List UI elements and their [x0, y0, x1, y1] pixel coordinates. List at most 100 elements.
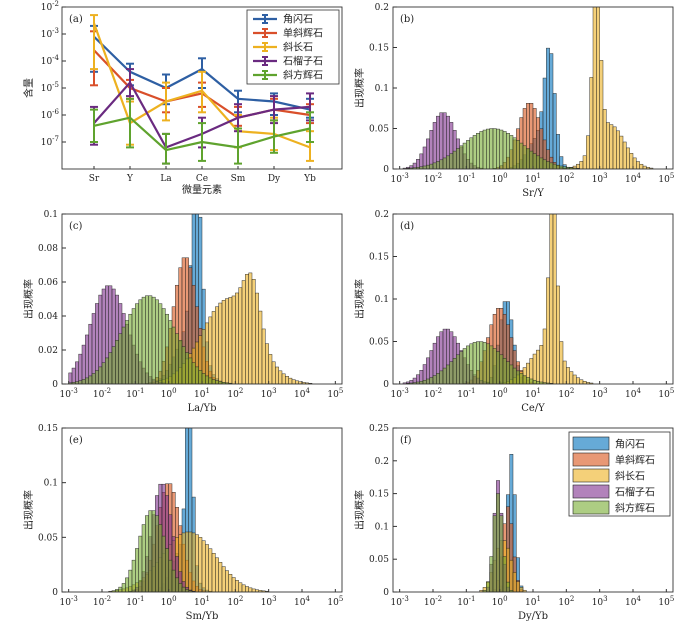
histogram-bar [516, 370, 520, 384]
histogram-bar [175, 333, 179, 384]
x-tick-label: 103 [592, 387, 608, 400]
y-axis-label: 出现概率 [353, 68, 366, 108]
histogram-bar [225, 570, 229, 592]
histogram-bar [288, 377, 293, 384]
histogram-bar [151, 510, 156, 592]
histogram-bar [556, 134, 560, 169]
y-tick-label: 10-3 [41, 27, 59, 40]
x-tick-label: 103 [261, 387, 277, 400]
y-tick-label: 10-5 [41, 81, 59, 94]
histogram-bar [446, 155, 450, 169]
histogram-bar [572, 374, 577, 384]
y-tick-label: 0 [52, 380, 58, 390]
legend-swatch [572, 436, 610, 451]
histogram-bar [432, 122, 437, 169]
histogram-bar [161, 308, 166, 384]
histogram-bar [201, 540, 206, 592]
histogram-bar [506, 133, 510, 169]
x-tick-label: 102 [558, 595, 574, 608]
x-tick-label: 102 [227, 387, 243, 400]
histogram-bar [619, 135, 624, 169]
histogram-bar [579, 379, 584, 384]
histogram-bar [188, 357, 193, 384]
histogram-bar [251, 279, 256, 384]
histogram-bar [569, 371, 574, 384]
histogram-bar [265, 343, 269, 384]
histogram-bar [489, 128, 494, 169]
histogram-bar [499, 354, 504, 384]
histogram-bar [552, 93, 557, 169]
histogram-bar [626, 147, 630, 169]
x-tick-label: La [160, 174, 172, 184]
histogram-bar [556, 164, 560, 169]
histogram-bar [211, 379, 216, 384]
y-axis-label: 出现概率 [22, 279, 35, 319]
histogram-bar [188, 531, 193, 592]
panel-label: (b) [400, 14, 414, 25]
x-axis-label: Sr/Y [522, 188, 544, 199]
histogram-bar [85, 334, 89, 384]
histogram-bar [542, 328, 547, 384]
histogram-bar [205, 544, 209, 592]
x-tick-label: 100 [492, 595, 508, 608]
histogram-bar [178, 340, 183, 384]
legend-label: 角闪石 [615, 438, 645, 451]
histogram-bar [75, 361, 79, 384]
histogram-bar [492, 515, 497, 592]
histogram-bar [128, 569, 133, 592]
y-tick-label: 0.2 [375, 3, 389, 13]
histogram-bar [649, 167, 654, 169]
histogram-bar [131, 308, 136, 384]
y-axis-label: 出现概率 [353, 490, 366, 530]
histogram-bar [155, 515, 159, 592]
histogram-bar [205, 322, 209, 384]
histogram-bar [145, 515, 149, 592]
histogram-bar [121, 583, 126, 592]
histogram-bar [462, 348, 467, 384]
histogram-bar [552, 214, 557, 384]
series-4 [406, 341, 554, 384]
histogram-bar [436, 161, 440, 169]
legend-label: 石榴子石 [615, 486, 655, 499]
series-4 [90, 97, 314, 165]
histogram-bar [589, 77, 594, 169]
histogram-bar [509, 135, 514, 169]
x-tick-label: 10-2 [93, 595, 111, 608]
histogram-bar [449, 153, 454, 169]
histogram-bar [188, 590, 193, 592]
histogram-bar [526, 377, 530, 384]
legend-swatch [572, 452, 610, 467]
histogram-bar [496, 493, 500, 592]
y-tick-label: 0.2 [375, 457, 389, 467]
histogram-bar [596, 7, 600, 169]
histogram-bar [191, 532, 196, 592]
histogram-bar [509, 559, 514, 592]
x-tick-label: 105 [327, 595, 343, 608]
histogram-bar [101, 362, 106, 384]
histogram-bar [91, 373, 96, 384]
x-tick-label: Dy [268, 174, 281, 184]
histogram-bar [536, 349, 540, 384]
axes-box [392, 213, 674, 385]
histogram-bar [158, 303, 163, 384]
x-tick-label: Sr [89, 174, 100, 184]
y-tick-label: 0.1 [375, 84, 389, 94]
histogram-bar [422, 146, 427, 169]
histogram-bar [168, 320, 173, 384]
histogram-bar [616, 130, 620, 169]
histogram-bar [469, 137, 474, 169]
y-tick-label: 0.1 [44, 479, 58, 489]
histogram-bar [81, 379, 86, 384]
histogram-bar [165, 548, 169, 592]
histogram-bar [208, 377, 213, 384]
x-tick-label: 10-1 [457, 387, 475, 400]
histogram-bar [552, 163, 557, 169]
histogram-bar [215, 557, 219, 592]
plot-area [68, 214, 313, 384]
histogram-bar [138, 299, 143, 384]
x-tick-label: 101 [194, 387, 210, 400]
x-tick-label: 10-3 [60, 595, 78, 608]
histogram-bar [151, 296, 156, 384]
histogram-bar [175, 577, 179, 592]
histogram-bar [268, 354, 273, 384]
